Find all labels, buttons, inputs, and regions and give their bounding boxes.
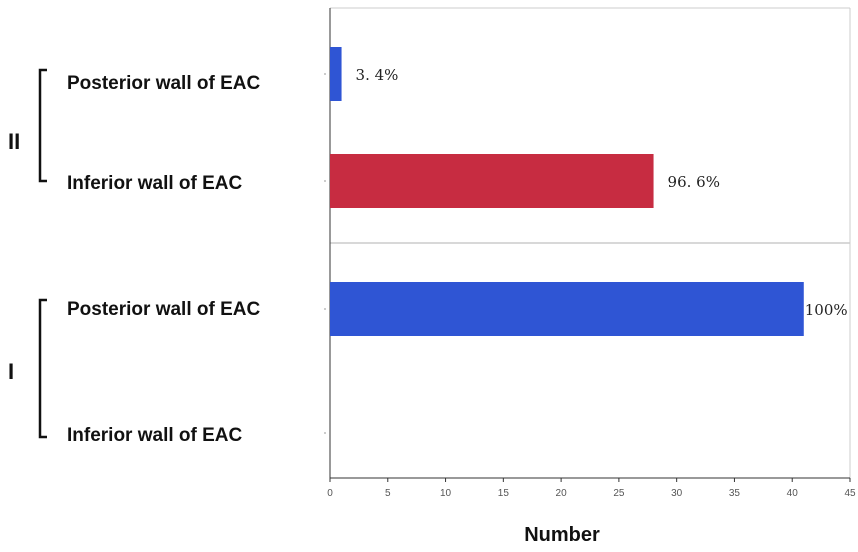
group-labels: III	[8, 68, 47, 439]
x-axis-ticks: 0 5 10 15 20 25 30 35 40 45	[327, 478, 856, 499]
x-tick-label: 15	[498, 488, 510, 499]
x-axis-title: Number	[524, 524, 600, 546]
bar	[330, 154, 654, 208]
category-label: Posterior wall of EAC	[67, 299, 260, 320]
x-tick-label: 10	[440, 488, 452, 499]
bar-value-label: 3. 4%	[356, 66, 399, 84]
category-labels: Posterior wall of EAC Inferior wall of EA…	[67, 73, 326, 446]
x-tick-label: 30	[671, 488, 683, 499]
group-bracket	[38, 298, 47, 439]
bar	[330, 47, 342, 101]
bar-value-label: 96. 6%	[668, 173, 720, 191]
x-tick-label: 45	[844, 488, 856, 499]
plot-area	[329, 7, 851, 479]
x-tick-label: 0	[327, 488, 333, 499]
category-label: Inferior wall of EAC	[67, 425, 243, 446]
group-label: I	[8, 359, 14, 384]
x-tick-label: 20	[556, 488, 568, 499]
bars	[330, 47, 804, 336]
x-tick-label: 35	[729, 488, 741, 499]
bar-value-labels: 3. 4% 96. 6% 100%	[356, 66, 848, 319]
category-label: Inferior wall of EAC	[67, 173, 243, 194]
x-tick-label: 40	[787, 488, 799, 499]
group-label: II	[8, 129, 20, 154]
category-label: Posterior wall of EAC	[67, 73, 260, 94]
group-bracket	[38, 68, 47, 183]
bar	[330, 282, 804, 336]
x-tick-label: 5	[385, 488, 391, 499]
x-tick-label: 25	[613, 488, 625, 499]
bar-value-label: 100%	[805, 301, 848, 319]
